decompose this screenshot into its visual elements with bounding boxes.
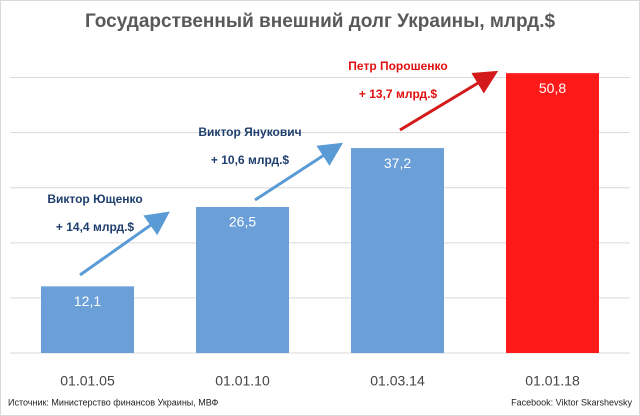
data-label: 50,8 bbox=[539, 80, 566, 96]
credit: Facebook: Viktor Skarshevsky bbox=[511, 397, 632, 407]
bar bbox=[41, 286, 134, 353]
annotation-change: + 14,4 млрд.$ bbox=[56, 220, 135, 234]
x-tick-label: 01.03.14 bbox=[370, 373, 425, 389]
annotation-name: Петр Порошенко bbox=[348, 59, 447, 73]
source: Источник: Министерство финансов Украины,… bbox=[8, 397, 218, 407]
bar bbox=[196, 207, 289, 353]
bar bbox=[351, 148, 444, 353]
data-label: 12,1 bbox=[74, 293, 101, 309]
x-tick-label: 01.01.10 bbox=[215, 373, 270, 389]
annotation-arrow bbox=[79, 211, 170, 277]
bar bbox=[506, 73, 599, 353]
annotation-name: Виктор Ющенко bbox=[47, 192, 142, 206]
x-tick-label: 01.01.18 bbox=[525, 373, 580, 389]
annotation-change: + 10,6 млрд.$ bbox=[211, 153, 290, 167]
annotation-change: + 13,7 млрд.$ bbox=[359, 87, 438, 101]
data-label: 37,2 bbox=[384, 155, 411, 171]
annotation-arrow bbox=[399, 70, 499, 132]
x-tick-label: 01.01.05 bbox=[60, 373, 115, 389]
annotation-name: Виктор Янукович bbox=[198, 125, 301, 139]
annotation-arrow bbox=[254, 142, 344, 202]
data-label: 26,5 bbox=[229, 214, 256, 230]
chart-title: Государственный внешний долг Украины, мл… bbox=[85, 11, 556, 32]
